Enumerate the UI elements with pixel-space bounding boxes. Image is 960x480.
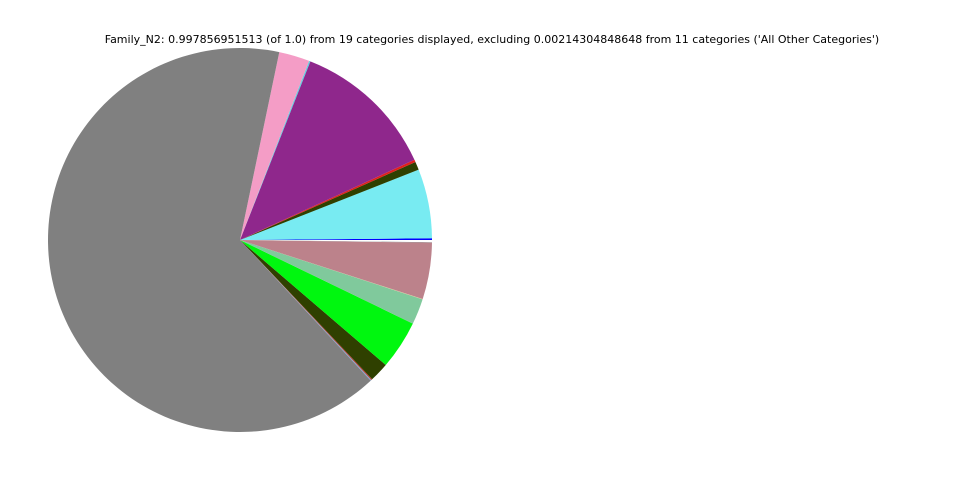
pie-slice-12 — [240, 240, 423, 324]
pie-slice-5 — [240, 60, 311, 240]
pie-slice-11 — [240, 240, 413, 365]
pie-slice-8 — [240, 240, 372, 381]
pie-slice-7 — [47, 48, 371, 432]
pie-slice-9 — [240, 240, 373, 380]
pie-slice-6 — [240, 52, 310, 241]
pie-slice-15 — [240, 240, 432, 243]
chart-title: Family_N2: 0.997856951513 (of 1.0) from … — [104, 33, 880, 46]
pie-slice-10 — [240, 240, 386, 380]
pie-slice-14 — [240, 240, 432, 299]
pie-slice-4 — [240, 61, 415, 240]
pie-slice-2 — [240, 161, 419, 240]
pie-slice-13 — [240, 240, 423, 300]
pie-slice-1 — [240, 169, 432, 240]
pie-slice-0 — [240, 238, 432, 240]
pie-slice-3 — [240, 159, 416, 240]
